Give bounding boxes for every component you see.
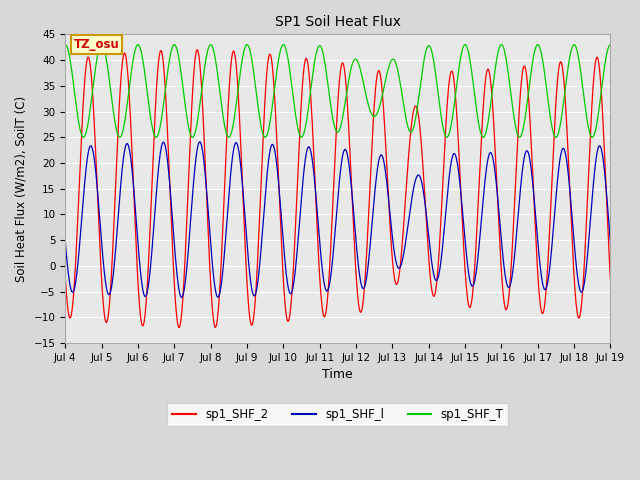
- sp1_SHF_2: [156, 50, 164, 56]
- sp1_SHF_2: [294, 159, 302, 165]
- sp1_SHF_l: [178, 295, 186, 300]
- Line: sp1_SHF_2: sp1_SHF_2: [65, 50, 611, 327]
- Line: sp1_SHF_T: sp1_SHF_T: [65, 45, 611, 137]
- Text: TZ_osu: TZ_osu: [74, 38, 119, 51]
- sp1_SHF_2: [596, 72, 604, 78]
- Line: sp1_SHF_l: sp1_SHF_l: [65, 142, 611, 298]
- sp1_SHF_T: [294, 127, 302, 132]
- sp1_SHF_2: [124, 67, 131, 73]
- sp1_SHF_T: [61, 42, 69, 48]
- sp1_SHF_T: [607, 42, 614, 48]
- sp1_SHF_2: [538, 308, 545, 314]
- sp1_SHF_T: [79, 134, 87, 140]
- sp1_SHF_2: [271, 95, 278, 101]
- sp1_SHF_T: [124, 98, 131, 104]
- sp1_SHF_l: [538, 273, 545, 279]
- sp1_SHF_2: [193, 47, 201, 53]
- sp1_SHF_T: [156, 124, 164, 130]
- sp1_SHF_T: [271, 86, 278, 92]
- sp1_SHF_2: [607, 277, 614, 283]
- sp1_SHF_l: [156, 154, 164, 160]
- sp1_SHF_2: [61, 274, 69, 280]
- X-axis label: Time: Time: [323, 369, 353, 382]
- sp1_SHF_l: [124, 141, 131, 146]
- Y-axis label: Soil Heat Flux (W/m2), SoilT (C): Soil Heat Flux (W/m2), SoilT (C): [15, 96, 28, 282]
- sp1_SHF_l: [271, 147, 278, 153]
- sp1_SHF_T: [596, 100, 604, 106]
- Legend: sp1_SHF_2, sp1_SHF_l, sp1_SHF_T: sp1_SHF_2, sp1_SHF_l, sp1_SHF_T: [168, 403, 508, 426]
- sp1_SHF_l: [294, 234, 302, 240]
- sp1_SHF_T: [538, 49, 545, 55]
- sp1_SHF_2: [175, 324, 183, 330]
- sp1_SHF_l: [607, 240, 614, 246]
- Title: SP1 Soil Heat Flux: SP1 Soil Heat Flux: [275, 15, 401, 29]
- sp1_SHF_l: [596, 143, 604, 149]
- sp1_SHF_l: [196, 139, 204, 144]
- sp1_SHF_l: [61, 239, 69, 245]
